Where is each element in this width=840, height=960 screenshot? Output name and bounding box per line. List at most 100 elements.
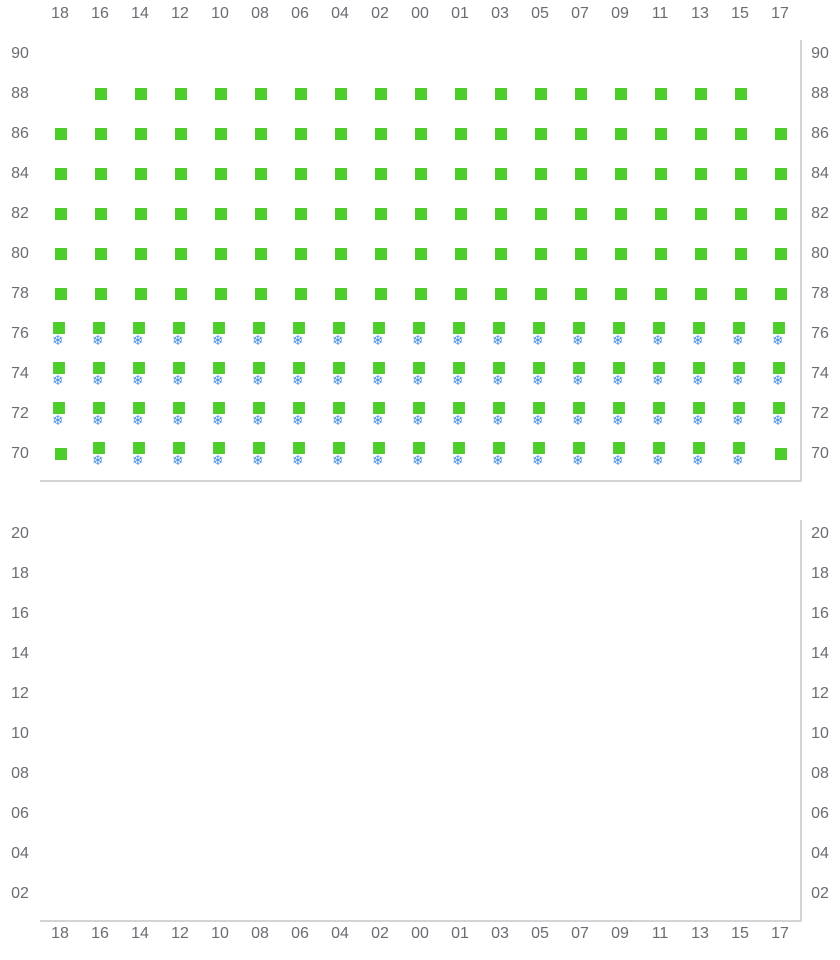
- slot-cell-00-78[interactable]: [400, 280, 442, 322]
- slot-cell-16-70[interactable]: ❄: [80, 440, 122, 482]
- slot-cell-17-72[interactable]: ❄: [760, 400, 802, 442]
- slot-cell-06-86[interactable]: [280, 120, 322, 162]
- slot-cell-03-76[interactable]: ❄: [480, 320, 522, 362]
- slot-cell-05-78[interactable]: [520, 280, 562, 322]
- slot-cell-08-88[interactable]: [240, 80, 282, 122]
- slot-cell-00-74[interactable]: ❄: [400, 360, 442, 402]
- slot-cell-11-88[interactable]: [640, 80, 682, 122]
- slot-cell-18-86[interactable]: [40, 120, 82, 162]
- slot-cell-16-86[interactable]: [80, 120, 122, 162]
- slot-cell-08-70[interactable]: ❄: [240, 440, 282, 482]
- slot-cell-02-80[interactable]: [360, 240, 402, 282]
- slot-cell-00-70[interactable]: ❄: [400, 440, 442, 482]
- slot-cell-04-70[interactable]: ❄: [320, 440, 362, 482]
- slot-cell-05-76[interactable]: ❄: [520, 320, 562, 362]
- slot-cell-17-70[interactable]: [760, 440, 802, 482]
- slot-cell-10-78[interactable]: [200, 280, 242, 322]
- slot-cell-02-82[interactable]: [360, 200, 402, 242]
- slot-cell-13-88[interactable]: [680, 80, 722, 122]
- slot-cell-02-78[interactable]: [360, 280, 402, 322]
- slot-cell-13-72[interactable]: ❄: [680, 400, 722, 442]
- slot-cell-11-80[interactable]: [640, 240, 682, 282]
- slot-cell-03-84[interactable]: [480, 160, 522, 202]
- slot-cell-04-86[interactable]: [320, 120, 362, 162]
- slot-cell-07-70[interactable]: ❄: [560, 440, 602, 482]
- slot-cell-05-74[interactable]: ❄: [520, 360, 562, 402]
- slot-cell-13-76[interactable]: ❄: [680, 320, 722, 362]
- slot-cell-15-82[interactable]: [720, 200, 762, 242]
- slot-cell-04-76[interactable]: ❄: [320, 320, 362, 362]
- slot-cell-04-84[interactable]: [320, 160, 362, 202]
- slot-cell-01-78[interactable]: [440, 280, 482, 322]
- slot-cell-13-74[interactable]: ❄: [680, 360, 722, 402]
- slot-cell-04-78[interactable]: [320, 280, 362, 322]
- slot-cell-12-78[interactable]: [160, 280, 202, 322]
- slot-cell-05-84[interactable]: [520, 160, 562, 202]
- slot-cell-17-78[interactable]: [760, 280, 802, 322]
- slot-cell-10-82[interactable]: [200, 200, 242, 242]
- slot-cell-04-72[interactable]: ❄: [320, 400, 362, 442]
- slot-cell-01-70[interactable]: ❄: [440, 440, 482, 482]
- slot-cell-09-84[interactable]: [600, 160, 642, 202]
- slot-cell-13-84[interactable]: [680, 160, 722, 202]
- slot-cell-10-74[interactable]: ❄: [200, 360, 242, 402]
- slot-cell-05-82[interactable]: [520, 200, 562, 242]
- slot-cell-10-76[interactable]: ❄: [200, 320, 242, 362]
- slot-cell-03-82[interactable]: [480, 200, 522, 242]
- slot-cell-11-70[interactable]: ❄: [640, 440, 682, 482]
- slot-cell-12-88[interactable]: [160, 80, 202, 122]
- slot-cell-07-82[interactable]: [560, 200, 602, 242]
- slot-cell-12-74[interactable]: ❄: [160, 360, 202, 402]
- slot-cell-01-88[interactable]: [440, 80, 482, 122]
- slot-cell-16-80[interactable]: [80, 240, 122, 282]
- slot-cell-12-76[interactable]: ❄: [160, 320, 202, 362]
- slot-cell-04-80[interactable]: [320, 240, 362, 282]
- slot-cell-07-88[interactable]: [560, 80, 602, 122]
- slot-cell-11-72[interactable]: ❄: [640, 400, 682, 442]
- slot-cell-09-74[interactable]: ❄: [600, 360, 642, 402]
- slot-cell-07-76[interactable]: ❄: [560, 320, 602, 362]
- slot-cell-14-74[interactable]: ❄: [120, 360, 162, 402]
- slot-cell-18-74[interactable]: ❄: [40, 360, 82, 402]
- slot-cell-08-76[interactable]: ❄: [240, 320, 282, 362]
- slot-cell-05-88[interactable]: [520, 80, 562, 122]
- slot-cell-15-72[interactable]: ❄: [720, 400, 762, 442]
- slot-cell-00-72[interactable]: ❄: [400, 400, 442, 442]
- slot-cell-06-78[interactable]: [280, 280, 322, 322]
- slot-cell-10-88[interactable]: [200, 80, 242, 122]
- slot-cell-14-80[interactable]: [120, 240, 162, 282]
- slot-cell-18-72[interactable]: ❄: [40, 400, 82, 442]
- slot-cell-03-70[interactable]: ❄: [480, 440, 522, 482]
- slot-cell-04-88[interactable]: [320, 80, 362, 122]
- slot-cell-11-74[interactable]: ❄: [640, 360, 682, 402]
- slot-cell-03-86[interactable]: [480, 120, 522, 162]
- slot-cell-17-86[interactable]: [760, 120, 802, 162]
- slot-cell-15-74[interactable]: ❄: [720, 360, 762, 402]
- slot-cell-02-86[interactable]: [360, 120, 402, 162]
- slot-cell-05-72[interactable]: ❄: [520, 400, 562, 442]
- slot-cell-10-72[interactable]: ❄: [200, 400, 242, 442]
- slot-cell-18-84[interactable]: [40, 160, 82, 202]
- slot-cell-18-76[interactable]: ❄: [40, 320, 82, 362]
- slot-cell-01-76[interactable]: ❄: [440, 320, 482, 362]
- slot-cell-12-80[interactable]: [160, 240, 202, 282]
- slot-cell-13-80[interactable]: [680, 240, 722, 282]
- slot-cell-03-74[interactable]: ❄: [480, 360, 522, 402]
- slot-cell-07-86[interactable]: [560, 120, 602, 162]
- slot-cell-15-78[interactable]: [720, 280, 762, 322]
- slot-cell-06-74[interactable]: ❄: [280, 360, 322, 402]
- slot-cell-12-82[interactable]: [160, 200, 202, 242]
- slot-cell-05-70[interactable]: ❄: [520, 440, 562, 482]
- slot-cell-14-78[interactable]: [120, 280, 162, 322]
- slot-cell-18-82[interactable]: [40, 200, 82, 242]
- slot-cell-16-82[interactable]: [80, 200, 122, 242]
- slot-cell-02-70[interactable]: ❄: [360, 440, 402, 482]
- slot-cell-05-86[interactable]: [520, 120, 562, 162]
- slot-cell-10-80[interactable]: [200, 240, 242, 282]
- slot-cell-02-84[interactable]: [360, 160, 402, 202]
- slot-cell-02-74[interactable]: ❄: [360, 360, 402, 402]
- slot-cell-14-86[interactable]: [120, 120, 162, 162]
- slot-cell-08-78[interactable]: [240, 280, 282, 322]
- slot-cell-09-88[interactable]: [600, 80, 642, 122]
- slot-cell-06-76[interactable]: ❄: [280, 320, 322, 362]
